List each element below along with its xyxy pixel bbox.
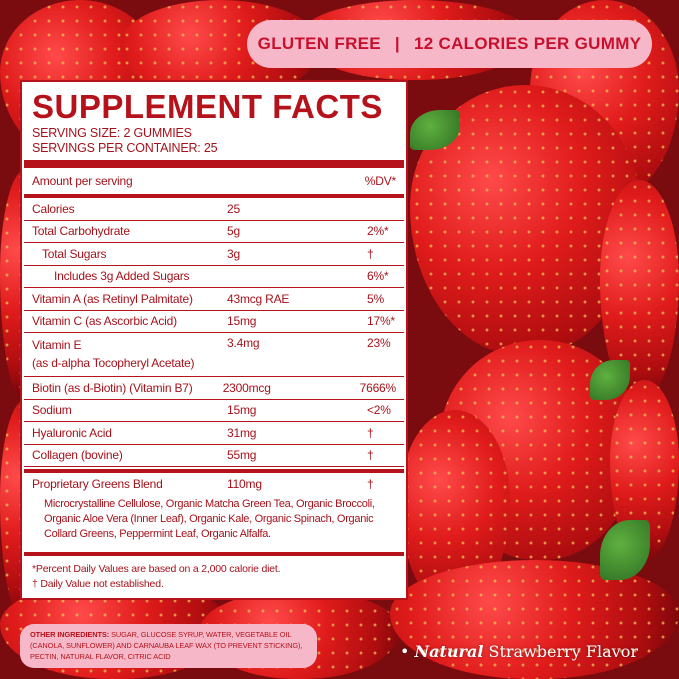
- nutrient-name: Biotin (as d-Biotin) (Vitamin B7): [32, 380, 193, 395]
- nutrient-row: Hyaluronic Acid 31mg †: [24, 422, 404, 445]
- nutrient-row: Biotin (as d-Biotin) (Vitamin B7) 2300mcg…: [24, 377, 404, 400]
- flavor-text: • Natural Strawberry Flavor: [400, 642, 638, 661]
- other-ingredients: OTHER INGREDIENTS: SUGAR, GLUCOSE SYRUP,…: [20, 624, 317, 668]
- nutrient-name: Hyaluronic Acid: [32, 425, 112, 440]
- nutrient-dv: 7666%: [359, 380, 397, 395]
- nutrient-name: Total Sugars: [42, 246, 107, 261]
- nutrient-dv: 6%*: [367, 269, 389, 284]
- supplement-facts-panel: SUPPLEMENT FACTS SERVING SIZE: 2 GUMMIES…: [20, 80, 408, 600]
- label-title: SUPPLEMENT FACTS: [32, 88, 383, 125]
- nutrient-row: Sodium 15mg <2%: [24, 400, 404, 422]
- header-row: Amount per serving %DV*: [32, 174, 396, 188]
- footnote: *Percent Daily Values are based on a 2,0…: [32, 563, 281, 575]
- nutrient-amount: 15mg: [227, 314, 257, 329]
- nutrient-name: Collagen (bovine): [32, 448, 123, 463]
- nutrient-dv: 23%: [367, 336, 391, 350]
- divider: [24, 552, 404, 556]
- nutrient-row: Includes 3g Added Sugars 6%*: [24, 266, 404, 288]
- nutrient-dv: †: [367, 246, 374, 261]
- nutrient-row: Vitamin C (as Ascorbic Acid) 15mg 17%*: [24, 311, 404, 333]
- nutrient-name: Vitamin C (as Ascorbic Acid): [32, 314, 177, 329]
- nutrient-name: Sodium: [32, 403, 72, 418]
- nutrient-amount: 5g: [227, 224, 240, 239]
- divider: [24, 469, 404, 473]
- nutrient-row: Total Carbohydrate 5g 2%*: [24, 221, 404, 243]
- badge-pill: GLUTEN FREE | 12 CALORIES PER GUMMY: [247, 20, 652, 68]
- nutrient-row: Vitamin E (as d-alpha Tocopheryl Acetate)…: [24, 333, 404, 377]
- nutrient-amount: 25: [227, 201, 240, 216]
- serving-size: SERVING SIZE: 2 GUMMIES: [32, 126, 192, 140]
- divider: [24, 194, 404, 198]
- nutrient-amount: 3g: [227, 246, 240, 261]
- servings-per-container: SERVINGS PER CONTAINER: 25: [32, 141, 218, 155]
- blend-ingredients: Microcrystalline Cellulose, Organic Matc…: [44, 498, 375, 540]
- nutrient-row: Calories 25: [24, 198, 404, 221]
- nutrient-row: Vitamin A (as Retinyl Palmitate) 43mcg RA…: [24, 288, 404, 311]
- nutrient-row: Collagen (bovine) 55mg †: [24, 445, 404, 467]
- nutrient-name: Calories: [32, 201, 75, 216]
- nutrient-amount: 43mcg RAE: [227, 291, 290, 306]
- nutrient-amount: 15mg: [227, 403, 257, 418]
- nutrient-dv: †: [367, 448, 374, 463]
- nutrient-name: Includes 3g Added Sugars: [54, 269, 190, 284]
- nutrient-row: Total Sugars 3g †: [24, 243, 404, 266]
- nutrient-dv: <2%: [367, 403, 391, 418]
- nutrient-dv: 17%*: [367, 314, 395, 329]
- nutrient-amount: 31mg: [227, 425, 257, 440]
- nutrient-amount: 3.4mg: [227, 336, 260, 350]
- nutrient-name: Vitamin E (as d-alpha Tocopheryl Acetate): [32, 338, 195, 370]
- nutrient-dv: †: [367, 425, 374, 440]
- divider: [24, 160, 404, 168]
- nutrient-dv: 5%: [367, 291, 384, 306]
- nutrient-dv: 2%*: [367, 224, 389, 239]
- nutrient-name: Total Carbohydrate: [32, 224, 130, 239]
- calories-badge: 12 CALORIES PER GUMMY: [413, 34, 642, 53]
- badge-divider: |: [394, 34, 400, 53]
- nutrient-name: Vitamin A (as Retinyl Palmitate): [32, 291, 193, 306]
- gluten-free-badge: GLUTEN FREE: [257, 34, 381, 53]
- nutrient-amount: 55mg: [227, 448, 257, 463]
- blend-row: Proprietary Greens Blend 110mg †: [32, 477, 374, 491]
- nutrient-amount: 2300mcg: [222, 380, 271, 395]
- footnote: † Daily Value not established.: [32, 578, 164, 590]
